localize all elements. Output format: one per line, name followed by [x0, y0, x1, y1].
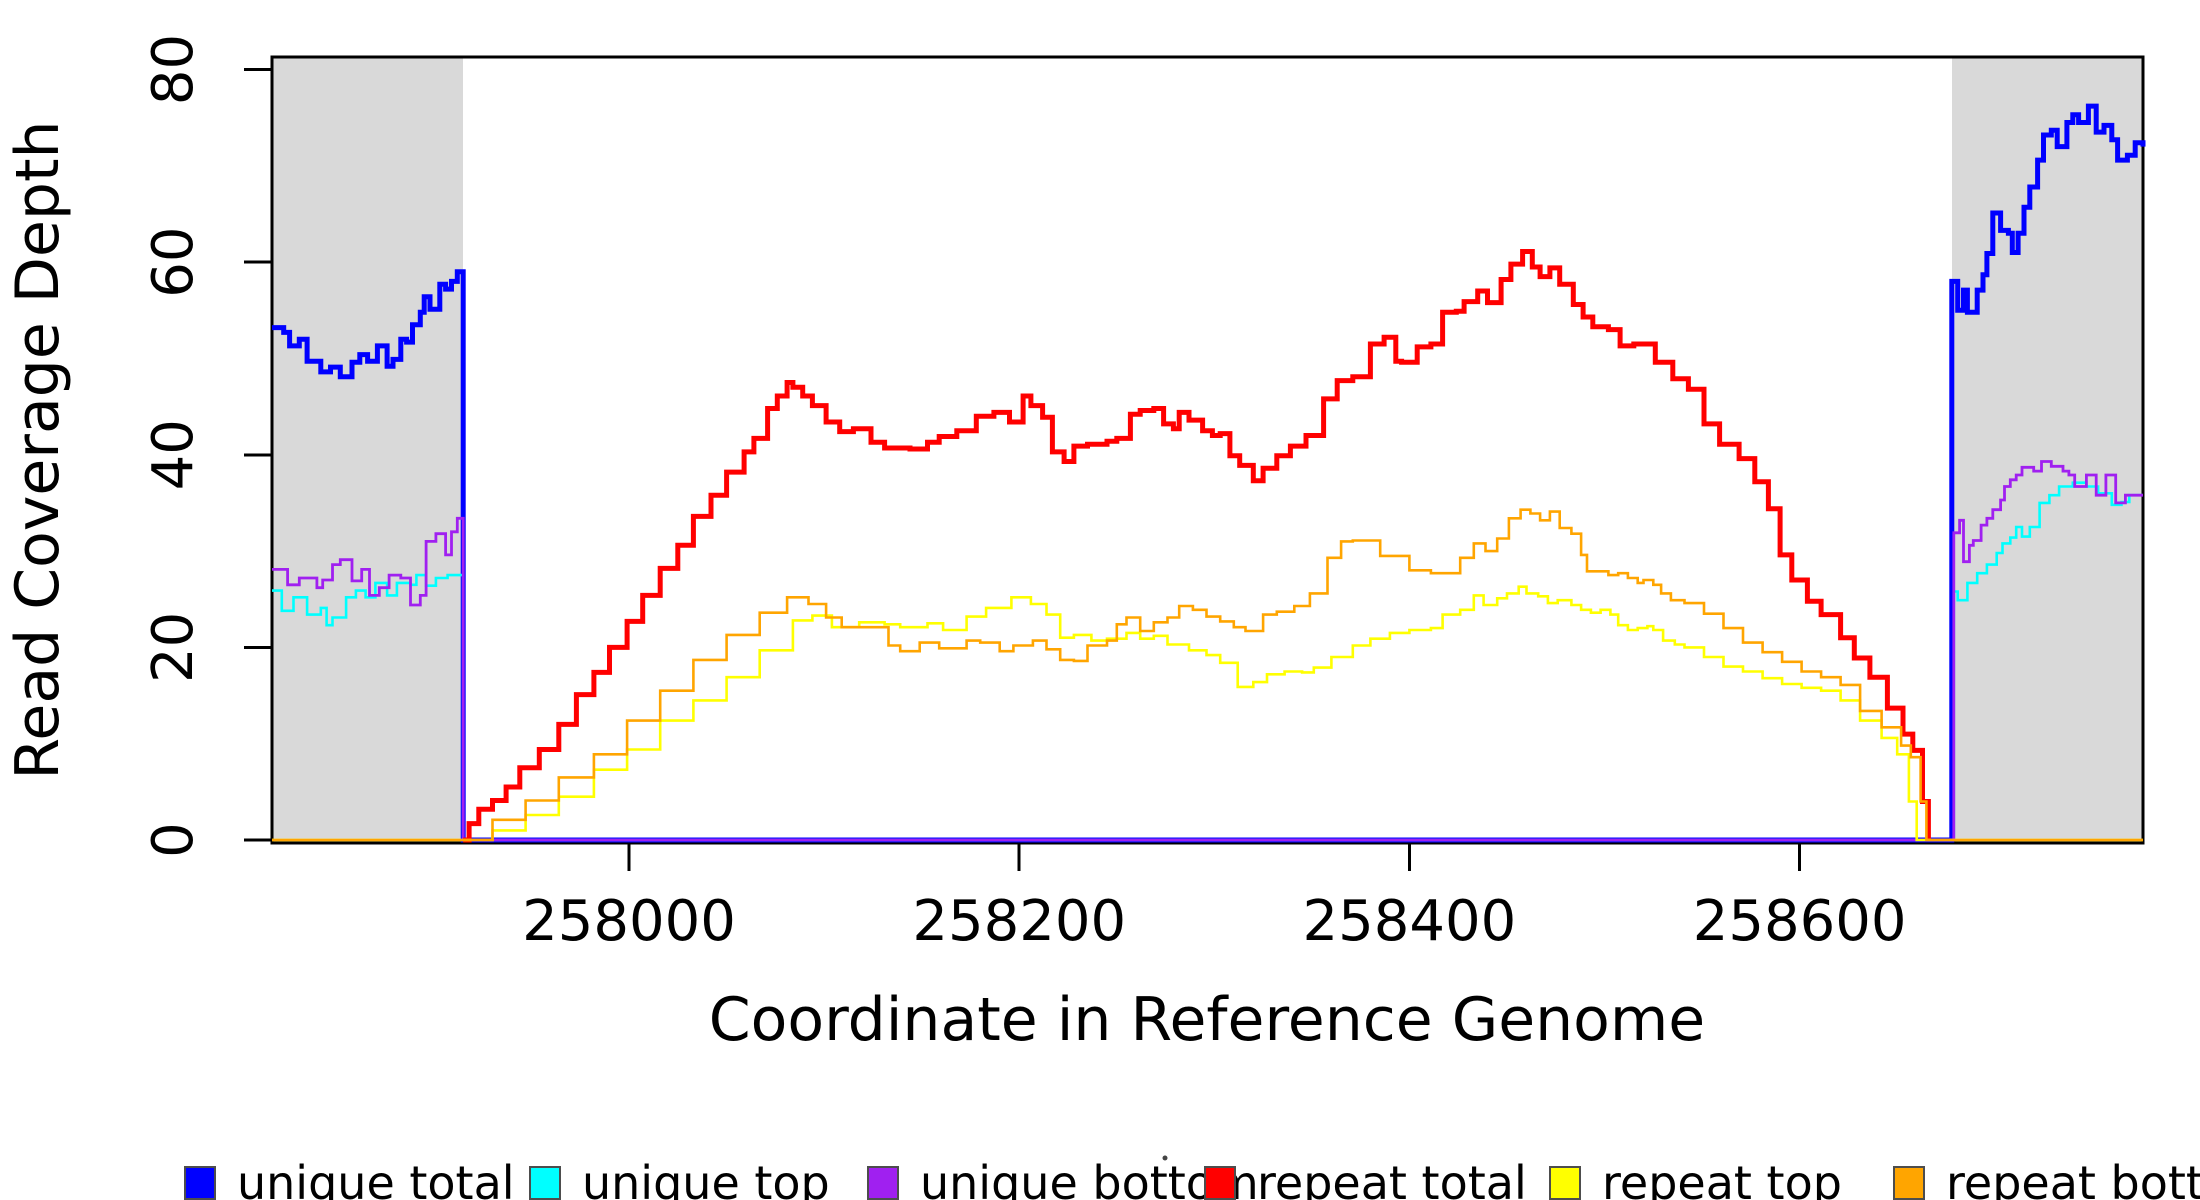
shaded-region-left — [272, 57, 464, 843]
legend-swatch-repeat-total — [1204, 1166, 1236, 1200]
legend-label-unique-bottom: unique bottom — [920, 1156, 1259, 1200]
legend-label-unique-total: unique total — [237, 1156, 515, 1200]
legend-swatch-unique-bottom — [867, 1166, 899, 1200]
series-repeat-top — [272, 585, 2143, 842]
x-tick-label: 258000 — [522, 889, 736, 954]
legend-label-unique-top: unique top — [582, 1156, 830, 1200]
legend-label-repeat-total: repeat total — [1257, 1156, 1527, 1200]
y-tick-label: 0 — [141, 822, 206, 858]
series-repeat-bottom — [272, 508, 2143, 842]
legend-swatch-repeat-bottom — [1893, 1166, 1925, 1200]
x-tick-label: 258200 — [912, 889, 1126, 954]
x-tick-label: 258600 — [1693, 889, 1907, 954]
legend-swatch-unique-top — [529, 1166, 561, 1200]
series-repeat-total — [463, 249, 1931, 843]
x-axis-title: Coordinate in Reference Genome — [709, 985, 1705, 1055]
legend-swatch-unique-total — [184, 1166, 216, 1200]
x-tick-label: 258400 — [1303, 889, 1517, 954]
y-tick-label: 60 — [141, 227, 206, 298]
shaded-region-right — [1951, 57, 2143, 843]
series-unique-total — [272, 103, 2146, 843]
legend-label-repeat-top: repeat top — [1602, 1156, 1842, 1200]
series-unique-bottom — [272, 460, 2143, 842]
series-unique-top — [272, 481, 2143, 842]
plot-border — [270, 55, 2145, 845]
y-tick-label: 40 — [141, 419, 206, 490]
artifact-dot — [1162, 1155, 1168, 1161]
y-tick-label: 20 — [141, 612, 206, 683]
y-tick-label: 80 — [141, 34, 206, 105]
legend-label-repeat-bottom: repeat bottom — [1946, 1156, 2200, 1200]
legend-swatch-repeat-top — [1549, 1166, 1581, 1200]
y-axis-title: Read Coverage Depth — [3, 120, 73, 779]
